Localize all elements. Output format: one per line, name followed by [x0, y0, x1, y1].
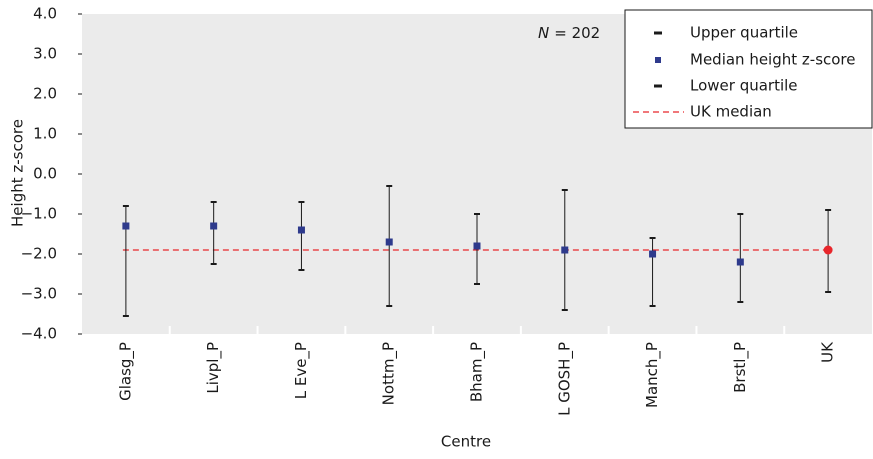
x-tick-label: Livpl_P [204, 342, 223, 394]
x-tick-label: Manch_P [643, 342, 662, 408]
x-tick-label: Bham_P [468, 342, 487, 402]
y-tick-label: −3.0 [21, 285, 57, 303]
median-marker [385, 238, 393, 246]
x-tick-label: L Eve_P [292, 342, 311, 399]
median-marker [210, 222, 218, 230]
y-tick-label: −4.0 [21, 325, 57, 343]
annotation-variable: N [538, 24, 549, 42]
legend-label: UK median [690, 103, 772, 121]
x-tick-label: UK [819, 341, 837, 363]
y-tick-label: −2.0 [21, 245, 57, 263]
y-tick-label: −1.0 [21, 205, 57, 223]
median-marker [561, 246, 569, 254]
annotation: N = 202 [538, 24, 600, 42]
y-tick-label: 0.0 [33, 165, 57, 183]
legend-label: Upper quartile [690, 24, 798, 42]
median-marker [736, 258, 744, 266]
y-tick-label: 2.0 [33, 85, 57, 103]
annotation-text: = 202 [554, 24, 600, 42]
median-marker [823, 245, 833, 255]
median-marker [122, 222, 130, 230]
median-marker [297, 226, 305, 234]
y-tick-label: 4.0 [33, 5, 57, 23]
x-tick-label: Nottm_P [380, 342, 399, 405]
x-tick-label: L GOSH_P [555, 342, 574, 416]
legend-label: Lower quartile [690, 77, 798, 95]
x-tick-label: Brstl_P [731, 342, 750, 393]
legend-label: Median height z-score [690, 51, 856, 69]
y-tick-label: 1.0 [33, 125, 57, 143]
x-tick-label: Glasg_P [116, 342, 135, 401]
y-tick-label: 3.0 [33, 45, 57, 63]
x-axis-label: Centre [441, 433, 491, 451]
median-marker [649, 250, 657, 258]
legend-marker [655, 57, 661, 63]
legend-box [624, 9, 873, 129]
y-axis-label: Height z-score [9, 119, 27, 227]
median-marker [473, 242, 481, 250]
